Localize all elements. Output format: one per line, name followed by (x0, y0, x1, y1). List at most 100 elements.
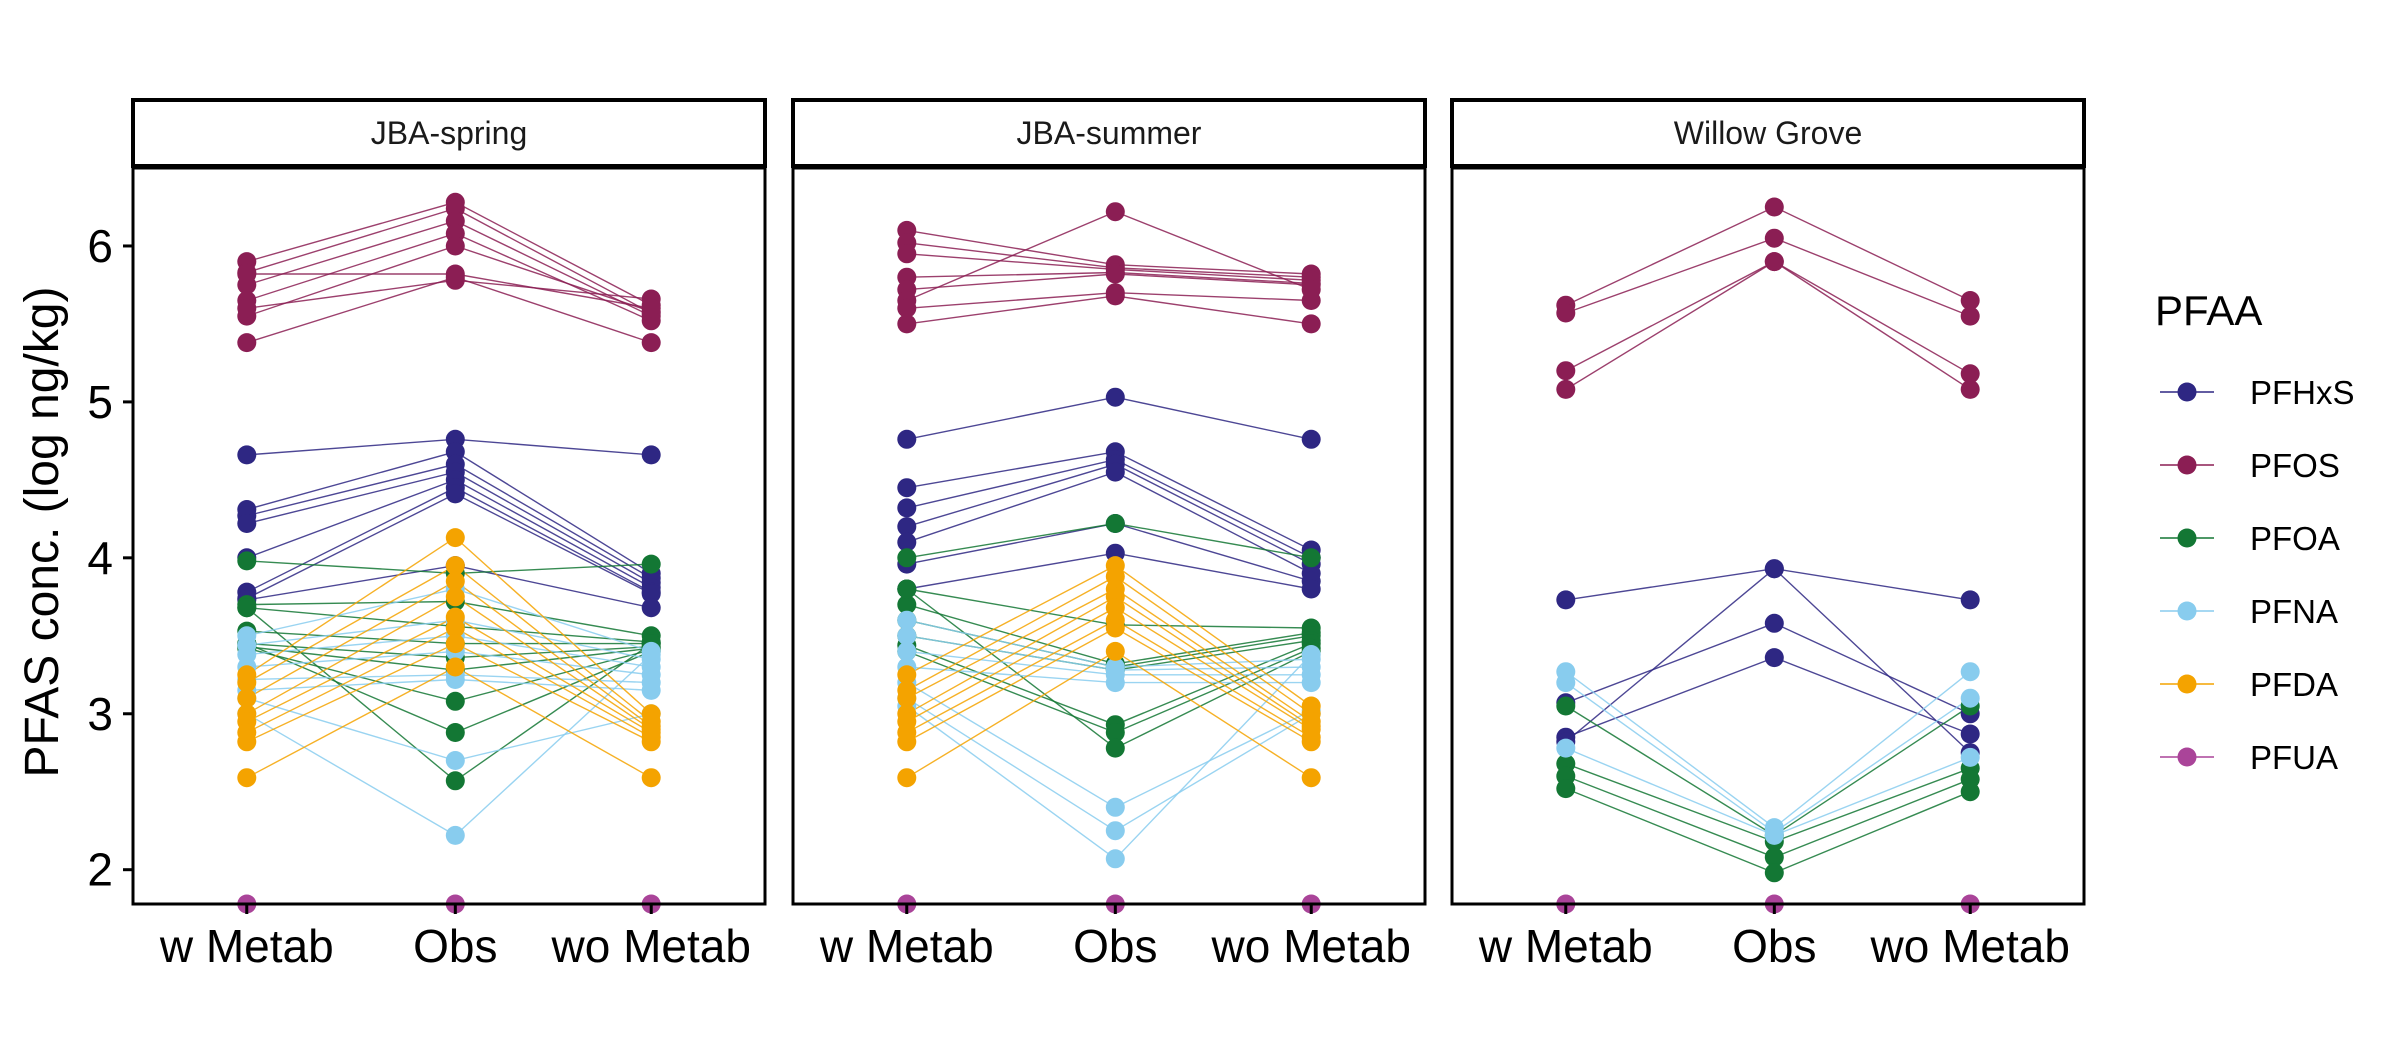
legend: PFAA PFHxS PFOS PFOA PFNA PFDA PFUA (2155, 287, 2355, 776)
legend-label: PFDA (2250, 666, 2338, 703)
y-tick-label: 5 (87, 376, 113, 428)
panel-strip-label: JBA-summer (1017, 115, 1202, 151)
data-point-pfos (1105, 264, 1125, 284)
data-point-pfda (445, 556, 465, 576)
data-point-pfos (1764, 228, 1784, 248)
data-point-pfhxs (1764, 559, 1784, 579)
legend-key-point (2177, 747, 2197, 767)
legend-label: PFOS (2250, 447, 2340, 484)
data-point-pfna (1105, 821, 1125, 841)
x-tick-label: Obs (1073, 920, 1157, 972)
data-point-pfos (237, 333, 257, 353)
data-point-pfna (1301, 645, 1321, 664)
data-point-pfoa (897, 595, 917, 615)
data-point-pfhxs (897, 532, 917, 552)
data-point-pfna (1105, 849, 1125, 869)
data-point-pfos (445, 236, 465, 256)
data-point-pfoa (1764, 847, 1784, 867)
data-point-pfda (237, 688, 257, 708)
legend-item-pfoa: PFOA (2160, 520, 2340, 557)
data-point-pfda (445, 634, 465, 654)
data-point-pfhxs (1764, 648, 1784, 668)
legend-item-pfhxs: PFHxS (2160, 374, 2355, 411)
data-point-pfoa (1105, 723, 1125, 742)
data-point-pfda (897, 732, 917, 752)
data-point-pfoa (237, 598, 257, 618)
data-point-pfos (1105, 286, 1125, 306)
legend-label: PFOA (2250, 520, 2340, 557)
data-point-pfna (897, 641, 917, 661)
data-point-pfda (237, 673, 257, 693)
data-point-pfna (1960, 662, 1980, 682)
legend-key-point (2177, 455, 2197, 475)
data-point-pfda (641, 768, 661, 788)
panel-0: JBA-spring w Metab Obs wo Metab 2 3 4 5 6 (87, 98, 767, 972)
legend-key-point (2177, 601, 2197, 621)
data-point-pfhxs (897, 517, 917, 537)
data-point-pfhxs (1105, 387, 1125, 407)
y-axis-title-group: PFAS conc. (log ng/kg) (16, 287, 69, 778)
data-point-pfda (445, 528, 465, 548)
data-point-pfos (1764, 197, 1784, 217)
legend-title: PFAA (2155, 287, 2262, 334)
data-point-pfoa (897, 579, 917, 599)
x-tick-label: wo Metab (1870, 920, 2070, 972)
data-point-pfda (897, 768, 917, 788)
panel-data (897, 202, 1321, 914)
data-point-pfoa (1105, 514, 1125, 533)
data-point-pfos (641, 298, 661, 318)
data-point-pfhxs (237, 445, 257, 465)
data-point-pfos (897, 244, 917, 264)
data-point-pfoa (445, 771, 465, 791)
data-point-pfna (641, 680, 661, 700)
data-point-pfda (897, 688, 917, 708)
data-point-pfoa (897, 548, 917, 568)
data-point-pfda (445, 587, 465, 607)
legend-key-point (2177, 382, 2197, 402)
data-point-pfos (237, 298, 257, 318)
data-point-pfos (237, 264, 257, 284)
data-point-pfhxs (1764, 613, 1784, 633)
x-tick-label: wo Metab (551, 920, 751, 972)
legend-item-pfna: PFNA (2160, 593, 2338, 630)
data-point-pfhxs (641, 598, 661, 618)
data-point-pfos (897, 298, 917, 318)
y-tick-label: 3 (87, 688, 113, 740)
data-point-pfos (1960, 379, 1980, 399)
data-point-pfoa (641, 554, 661, 574)
data-point-pfna (1556, 673, 1576, 693)
data-point-pfna (1764, 825, 1784, 845)
x-tick-label: wo Metab (1211, 920, 1411, 972)
data-point-pfos (897, 314, 917, 334)
data-point-pfhxs (897, 429, 917, 449)
data-point-pfda (1105, 618, 1125, 638)
data-point-pfda (1301, 732, 1321, 752)
data-point-pfhxs (445, 484, 465, 504)
data-point-pfhxs (237, 514, 257, 533)
panel-strip-label: Willow Grove (1674, 115, 1862, 151)
data-point-pfda (445, 618, 465, 638)
data-point-pfos (1556, 303, 1576, 323)
data-point-pfhxs (1301, 579, 1321, 599)
legend-key-point (2177, 528, 2197, 548)
panel-frame (1450, 166, 2086, 906)
panel-2: Willow Grove w Metab Obs wo Metab (1450, 98, 2086, 972)
data-point-pfos (1764, 252, 1784, 272)
data-point-pfos (1960, 291, 1980, 310)
data-point-pfos (1556, 361, 1576, 381)
y-tick-label: 2 (87, 844, 113, 896)
y-tick-label: 4 (87, 532, 113, 584)
data-point-pfda (237, 768, 257, 788)
x-tick-label: w Metab (159, 920, 334, 972)
legend-item-pfua: PFUA (2160, 739, 2338, 776)
data-point-pfna (445, 751, 465, 770)
data-point-pfos (445, 264, 465, 284)
x-tick-label: Obs (413, 920, 497, 972)
data-point-pfna (897, 626, 917, 646)
data-point-pfoa (1960, 782, 1980, 802)
x-tick-label: w Metab (819, 920, 994, 972)
legend-item-pfos: PFOS (2160, 447, 2340, 484)
data-point-pfos (1960, 364, 1980, 384)
data-point-pfda (1301, 768, 1321, 788)
data-point-pfhxs (641, 584, 661, 604)
